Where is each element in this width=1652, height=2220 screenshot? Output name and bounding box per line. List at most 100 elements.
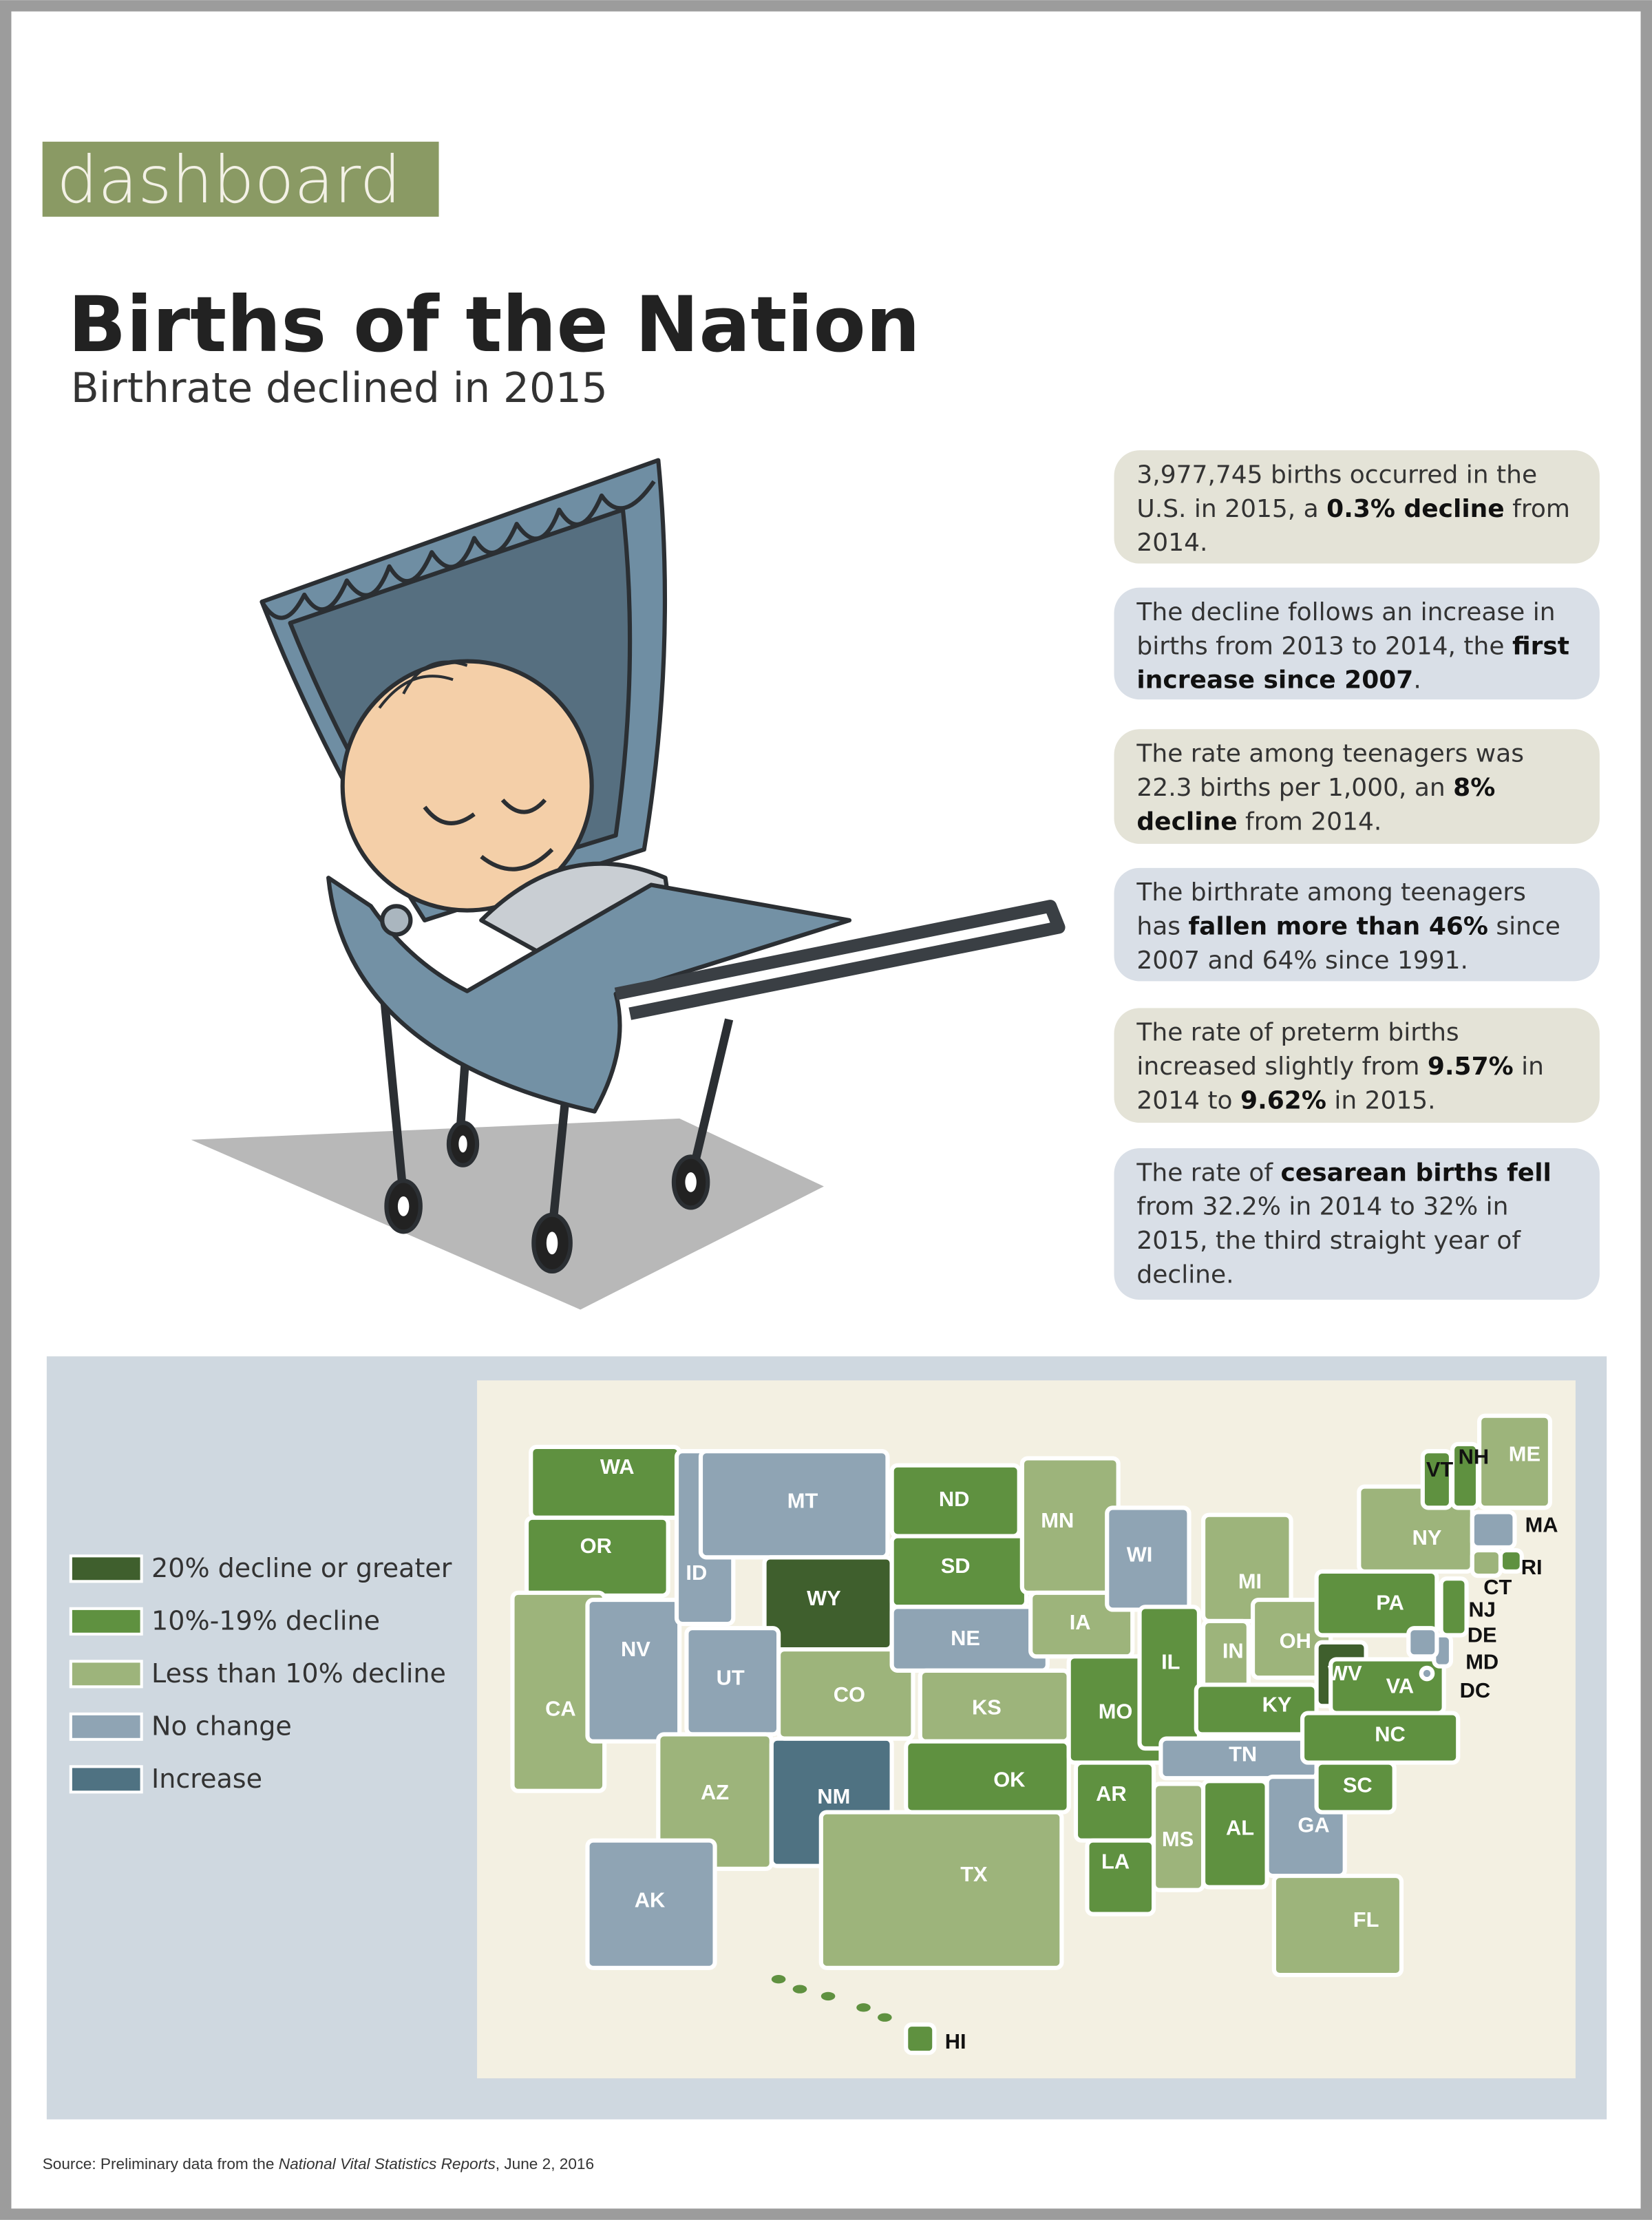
fact-emphasis: fallen more than 46%	[1188, 913, 1488, 942]
fact-emphasis: 8% decline	[1136, 774, 1496, 837]
legend-swatch	[69, 1660, 143, 1689]
legend-label: 10%-19% decline	[151, 1606, 380, 1636]
island	[878, 2013, 892, 2022]
state	[1470, 1548, 1503, 1578]
state-label: NM	[817, 1784, 850, 1808]
state-label: OK	[993, 1767, 1025, 1791]
state-label: NH	[1459, 1445, 1490, 1469]
state	[585, 1597, 682, 1744]
fact-text-part: 3,977,745 births occurred in the U.S. in…	[1136, 461, 1538, 525]
fact-text: The rate among teenagers was 22.3 births…	[1114, 729, 1600, 844]
fact-text-box: The rate of preterm births increased sli…	[1114, 1008, 1600, 1123]
fact-text-part: in 2014 to	[1136, 1053, 1544, 1116]
fact-emphasis: cesarean births fell	[1280, 1159, 1552, 1188]
state-label: GA	[1298, 1812, 1329, 1837]
source-part: National Vital Statistics Reports	[279, 2155, 496, 2173]
state-label: WI	[1127, 1542, 1153, 1566]
state-label: MD	[1465, 1650, 1499, 1674]
state-label: AZ	[701, 1780, 729, 1804]
state	[1439, 1576, 1469, 1638]
state-label: MN	[1041, 1508, 1074, 1532]
state-label: FL	[1353, 1907, 1379, 1932]
state-label: ND	[939, 1487, 970, 1511]
state-label: HI	[945, 2029, 966, 2053]
state-label: MT	[787, 1488, 818, 1512]
fact-text-part: from 32.2% in 2014 to 32% in 2015, the t…	[1136, 1193, 1521, 1290]
fact-text-part: in 2015.	[1326, 1087, 1436, 1116]
title: Births of the Nation	[68, 281, 920, 370]
state-label: RI	[1521, 1555, 1543, 1579]
fact-text-part: .	[1413, 666, 1421, 695]
legend-swatch	[69, 1607, 143, 1636]
fact-text-box: 3,977,745 births occurred in the U.S. in…	[1136, 461, 1570, 558]
fact-text-box: The birthrate among teenagers has fallen…	[1136, 879, 1560, 976]
fact-emphasis: first increase since 2007	[1136, 633, 1570, 695]
state	[1470, 1510, 1517, 1550]
state-label: TX	[960, 1862, 988, 1886]
state-label: OR	[580, 1534, 612, 1558]
state-label: DC	[1460, 1678, 1491, 1702]
state-label: NV	[621, 1637, 650, 1661]
legend-label: 20% decline or greater	[151, 1553, 452, 1583]
state-label: TN	[1229, 1742, 1257, 1766]
state	[1419, 1665, 1435, 1682]
state-label: NJ	[1469, 1598, 1496, 1622]
legend-swatch	[69, 1554, 143, 1583]
fact-text-part: The birthrate among teenagers has	[1136, 879, 1526, 942]
state-label: DE	[1468, 1623, 1497, 1647]
island	[820, 1991, 836, 2001]
fact-box	[1114, 1148, 1600, 1300]
legend: 20% decline or greater 10%-19% decline Les…	[69, 1553, 452, 1794]
fact-emphasis: 9.57%	[1427, 1053, 1514, 1082]
state-label: SC	[1343, 1773, 1373, 1797]
island	[792, 1985, 807, 1994]
fact-text: The rate of preterm births increased sli…	[1114, 1008, 1600, 1123]
state-label: UT	[717, 1665, 745, 1689]
state	[585, 1838, 717, 1970]
state	[1137, 1605, 1201, 1751]
legend-label: No change	[151, 1711, 292, 1742]
state-label: ID	[686, 1561, 707, 1585]
brand: dashboard	[56, 142, 401, 218]
state-label: MI	[1238, 1569, 1262, 1594]
state-label: OH	[1280, 1629, 1311, 1653]
state-label: KS	[972, 1695, 1002, 1720]
fact-text-part: from 2014.	[1237, 808, 1382, 837]
legend-swatch	[69, 1712, 143, 1741]
state	[1250, 1597, 1333, 1680]
state-label: AL	[1226, 1815, 1254, 1839]
fact-text-box: The rate of cesarean births fell from 32…	[1114, 1148, 1600, 1300]
state-label: WV	[1328, 1661, 1362, 1685]
fact-text-part: since 2007 and 64% since 1991.	[1136, 913, 1560, 976]
state-label: CT	[1483, 1575, 1512, 1599]
legend-label: Increase	[151, 1764, 262, 1794]
fact-text: The decline follows an increase in birth…	[1114, 588, 1600, 699]
source-note: Source: Preliminary data from the Nation…	[43, 2155, 594, 2173]
carriage-illustration	[191, 458, 1066, 1310]
island	[856, 2003, 871, 2012]
fact-box	[1114, 450, 1600, 564]
brand-box	[42, 141, 439, 217]
fact-box	[1114, 867, 1600, 982]
state	[1498, 1548, 1524, 1574]
fact-emphasis: 0.3% decline	[1326, 495, 1505, 525]
fact-box	[1114, 1008, 1600, 1123]
state-label: ME	[1509, 1441, 1540, 1466]
fact-text: The rate of cesarean births fell from 32…	[1114, 1148, 1600, 1300]
state-label: SD	[941, 1554, 971, 1578]
state-label: NE	[951, 1626, 980, 1650]
fact-text-part: The rate among teenagers was 22.3 births…	[1136, 740, 1525, 803]
state	[904, 1739, 1071, 1815]
fact-emphasis: 9.62%	[1240, 1087, 1326, 1116]
state-label: AK	[635, 1888, 666, 1912]
state-label: PA	[1376, 1590, 1404, 1614]
fact-text-box: The rate among teenagers was 22.3 births…	[1114, 729, 1600, 844]
subtitle: Birthrate declined in 2015	[71, 365, 608, 412]
state-label: KY	[1262, 1692, 1292, 1716]
state-label: WA	[600, 1455, 635, 1479]
fact-list: 3,977,745 births occurred in the U.S. in…	[1114, 450, 1600, 1300]
state-label: IN	[1222, 1638, 1244, 1662]
state-label: VA	[1386, 1674, 1415, 1698]
fact-text-box: The decline follows an increase in birth…	[1114, 588, 1600, 699]
state-label: AR	[1096, 1782, 1127, 1806]
